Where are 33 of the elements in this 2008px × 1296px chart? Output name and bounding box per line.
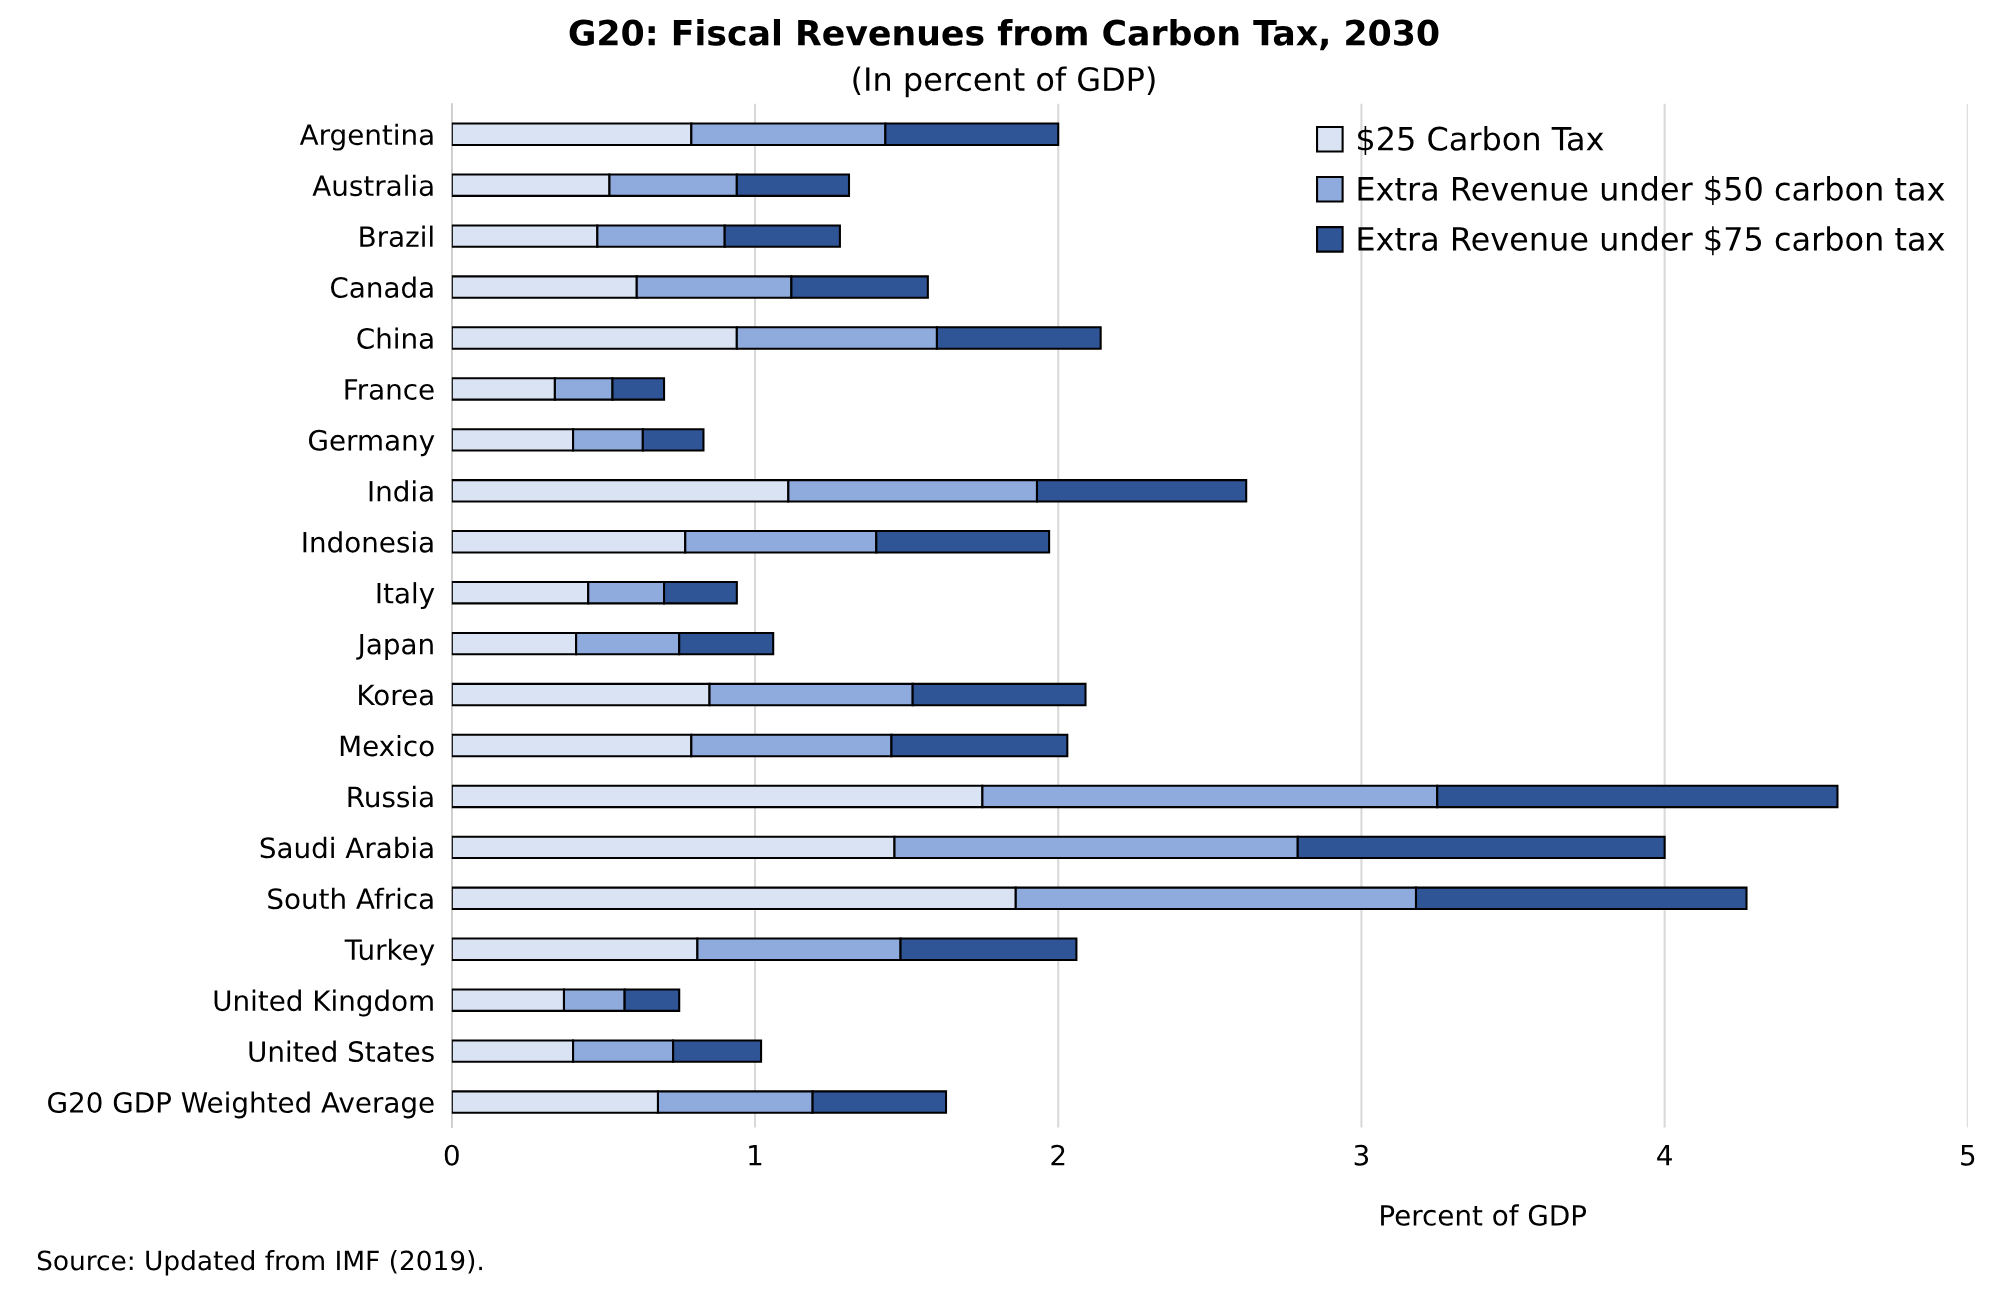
y-tick-label: Korea [359,684,433,706]
legend-label: Extra Revenue under $50 carbon tax [1358,176,1945,206]
y-tick-label: India [369,480,433,502]
legend-label: $25 Carbon Tax [1358,126,1604,156]
legend-label: Extra Revenue under $75 carbon tax [1358,226,1945,256]
x-tick-label: 3 [1354,1144,1369,1166]
y-tick-label: Argentina [299,123,433,151]
y-tick-label: Canada [330,276,433,298]
y-tick-label: South Africa [268,887,433,910]
chart-title: G20: Fiscal Revenues from Carbon Tax, 2030 [569,18,1439,51]
y-tick-label: Japan [356,633,433,660]
y-tick-label: United States [249,1040,434,1063]
y-tick-label: G20 GDP Weighted Average [48,1091,434,1119]
source-note: Source: Updated from IMF (2019). [37,1250,482,1276]
y-tick-label: Mexico [340,734,434,757]
y-tick-label: Saudi Arabia [260,836,433,859]
y-tick-label: Germany [309,429,435,457]
y-tick-label: Australia [312,174,433,197]
x-tick-label: 0 [444,1144,459,1166]
y-tick-label: Brazil [360,225,433,248]
y-tick-label: Russia [348,785,433,808]
y-tick-label: France [345,379,434,400]
chart-subtitle: (In percent of GDP) [853,66,1155,98]
y-tick-label: Italy [377,582,435,610]
x-tick-label: 5 [1961,1145,1975,1166]
x-axis-title: Percent of GDP [1381,1204,1587,1226]
y-tick-label: Turkey [344,938,435,966]
y-tick-label: United Kingdom [214,989,433,1017]
y-tick-label: Indonesia [303,531,433,553]
x-tick-label: 4 [1657,1145,1672,1166]
x-tick-label: 2 [1051,1144,1065,1166]
x-tick-label: 1 [749,1145,762,1166]
y-tick-label: China [357,327,433,349]
